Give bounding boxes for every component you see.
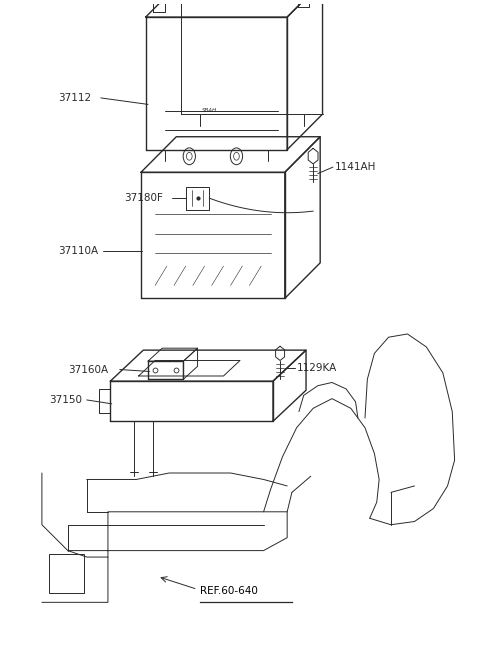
Text: 1129KA: 1129KA — [297, 363, 337, 373]
Text: 37112: 37112 — [59, 93, 92, 103]
Text: REF.60-640: REF.60-640 — [200, 586, 258, 595]
Text: SBAH: SBAH — [202, 108, 217, 113]
Bar — [49, 554, 84, 593]
Text: 37150: 37150 — [49, 395, 82, 405]
Text: 1141AH: 1141AH — [335, 162, 376, 172]
Text: 37110A: 37110A — [59, 246, 98, 256]
Text: 37180F: 37180F — [124, 193, 163, 203]
Text: 37160A: 37160A — [68, 365, 108, 375]
